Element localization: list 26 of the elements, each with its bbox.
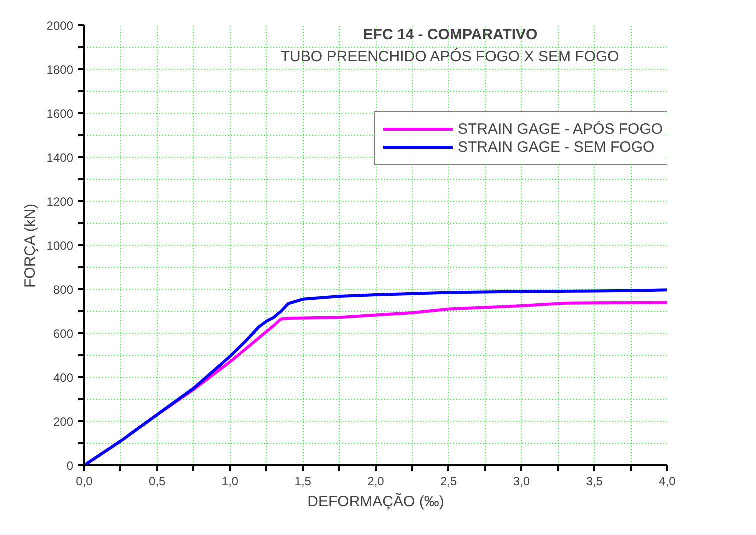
chart-title: EFC 14 - COMPARATIVO [363, 26, 538, 44]
y-tick-label: 2000 [46, 19, 74, 33]
legend-label: STRAIN GAGE - APÓS FOGO [458, 120, 664, 138]
y-tick-label: 1600 [46, 107, 74, 121]
x-tick-label: 1,0 [222, 474, 239, 488]
y-axis-title: FORÇA (kN) [22, 204, 39, 288]
x-tick-label: 3,5 [586, 474, 604, 488]
y-tick-label: 1200 [46, 195, 74, 209]
y-tick-label: 400 [53, 371, 74, 385]
y-tick-label: 200 [53, 415, 74, 429]
x-tick-label: 3,0 [513, 474, 530, 488]
legend-label: STRAIN GAGE - SEM FOGO [458, 138, 655, 156]
text: TUBO PREENCHIDO APÓS FOGO X SEM FOGO [280, 48, 620, 66]
x-tick-label: 0,0 [76, 474, 94, 488]
x-tick-label: 2,5 [440, 474, 458, 488]
x-axis-title: DEFORMAÇÃO (‰) [308, 492, 444, 510]
x-tick-label: 4,0 [659, 474, 676, 488]
y-tick-label: 600 [53, 327, 74, 341]
x-tick-label: 0,5 [149, 474, 166, 488]
y-tick-label: 1000 [46, 239, 74, 253]
y-tick-label: 0 [66, 459, 74, 473]
y-tick-label: 800 [53, 283, 74, 297]
x-tick-label: 2,0 [368, 474, 385, 488]
x-tick-label: 1,5 [294, 474, 312, 488]
y-tick-label: 1400 [46, 151, 74, 165]
y-tick-label: 1800 [46, 63, 74, 77]
